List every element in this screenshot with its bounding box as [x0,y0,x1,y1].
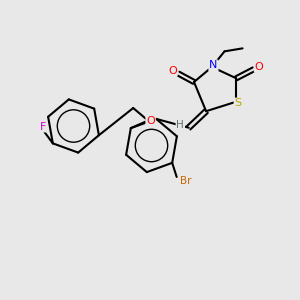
Text: N: N [209,61,218,70]
Text: O: O [168,66,177,76]
Text: Br: Br [180,176,191,186]
Text: O: O [255,62,263,72]
Text: S: S [235,98,242,109]
Text: O: O [146,116,155,126]
Text: F: F [40,122,46,132]
Text: H: H [176,120,184,130]
